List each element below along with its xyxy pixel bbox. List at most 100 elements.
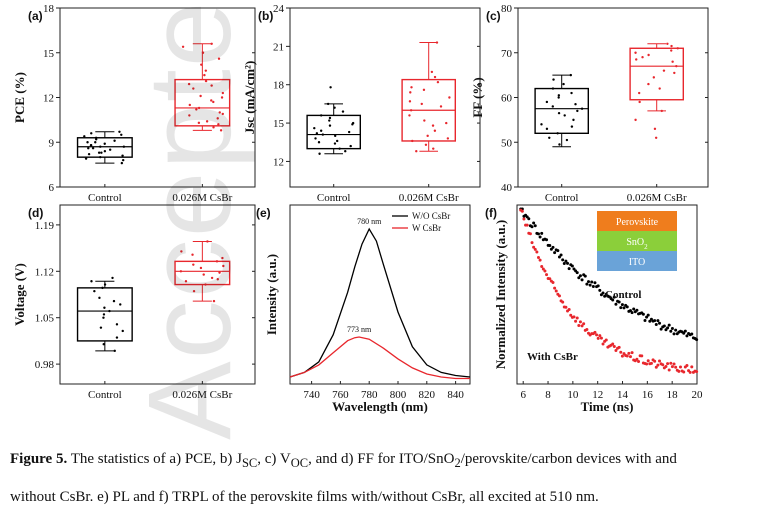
peak-label: 780 nm (357, 217, 382, 226)
data-point (558, 143, 561, 146)
data-point (101, 286, 104, 290)
data-point (439, 105, 443, 108)
data-point (102, 313, 106, 316)
data-point (675, 64, 678, 68)
decay-point-1 (630, 351, 634, 355)
x-tick-label: 12 (592, 389, 603, 401)
data-point (102, 343, 105, 346)
peak-label: 773 nm (347, 325, 372, 334)
data-point (408, 114, 411, 117)
decay-point-0 (556, 249, 560, 253)
decay-point-0 (617, 300, 621, 304)
decay-point-1 (541, 267, 545, 271)
data-point (328, 119, 331, 122)
data-point (204, 69, 208, 72)
x-tick-label: 0.026M CsBr (399, 192, 459, 204)
data-point (647, 53, 650, 57)
decay-point-0 (625, 305, 629, 309)
data-point (420, 102, 423, 106)
data-point (216, 117, 219, 120)
data-point (222, 264, 225, 268)
data-point (188, 103, 192, 107)
data-point (328, 116, 332, 120)
decay-point-0 (643, 318, 647, 322)
x-tick-label: 820 (419, 389, 436, 401)
decay-point-1 (554, 289, 558, 293)
decay-point-1 (553, 286, 557, 290)
plot-frame (59, 7, 256, 188)
data-point (113, 349, 116, 353)
box (629, 47, 684, 101)
plot-frame (289, 204, 471, 385)
decay-point-1 (533, 247, 537, 251)
data-point (422, 88, 426, 92)
decay-point-0 (566, 261, 570, 265)
data-point (328, 124, 332, 127)
decay-point-1 (540, 265, 544, 269)
data-point (670, 44, 673, 48)
decay-point-1 (593, 330, 597, 334)
decay-point-1 (543, 269, 547, 273)
y-tick-label: 9 (49, 137, 55, 149)
data-point (654, 136, 658, 139)
decay-point-0 (672, 332, 676, 336)
data-point (551, 87, 555, 90)
panel-0: (a) 6 9 12 15 18 PCE (%) Control 0.026M CsBr (12, 3, 256, 204)
data-point (98, 296, 101, 300)
data-point (562, 82, 565, 86)
data-point (557, 111, 561, 115)
data-point (206, 240, 209, 243)
box (306, 114, 362, 150)
inset-label-1: SnO2 (626, 237, 648, 251)
data-point (199, 266, 203, 270)
decay-point-1 (678, 365, 682, 369)
y-tick-label: 12 (43, 93, 54, 105)
data-point (652, 76, 656, 79)
decay-point-0 (662, 324, 666, 328)
series-line-0 (289, 227, 471, 378)
decay-point-0 (551, 245, 555, 249)
decay-point-0 (564, 259, 568, 263)
decay-point-1 (646, 359, 650, 363)
data-point (660, 109, 663, 113)
decay-point-1 (620, 354, 624, 358)
data-point (91, 147, 95, 150)
decay-point-0 (577, 276, 581, 280)
decay-point-0 (578, 274, 582, 278)
decay-point-1 (619, 350, 623, 354)
inset-layer-0 (597, 211, 677, 231)
decay-point-0 (585, 282, 589, 286)
data-point (84, 157, 88, 160)
y-tick-label: 24 (273, 3, 285, 15)
series-line-1 (289, 336, 470, 380)
data-point (433, 129, 437, 132)
decay-point-1 (617, 345, 621, 349)
data-point (108, 309, 111, 313)
data-point (313, 126, 316, 130)
caption-text-a: The statistics of a) PCE, b) J (67, 451, 242, 467)
decay-point-1 (658, 359, 662, 363)
decay-point-0 (598, 288, 602, 292)
data-point (635, 58, 638, 61)
panel-label: (e) (256, 206, 271, 220)
decay-point-1 (664, 364, 668, 368)
y-tick-label: 18 (43, 3, 55, 15)
data-point (192, 289, 196, 293)
data-point (103, 150, 107, 153)
data-point (557, 94, 561, 97)
decay-point-0 (575, 271, 579, 275)
data-point (430, 70, 434, 74)
data-point (220, 96, 224, 99)
data-point (94, 141, 97, 144)
decay-point-0 (580, 278, 584, 282)
data-point (433, 75, 437, 79)
data-point (424, 143, 428, 147)
y-axis-label: Normalized Intensity (a.u.) (493, 220, 508, 370)
decay-point-1 (538, 258, 542, 262)
y-tick-label: 40 (501, 182, 513, 194)
decay-point-0 (588, 283, 592, 287)
data-point (103, 283, 107, 286)
data-point (204, 79, 208, 83)
data-point (87, 152, 91, 156)
x-tick-label: 780 (361, 389, 378, 401)
